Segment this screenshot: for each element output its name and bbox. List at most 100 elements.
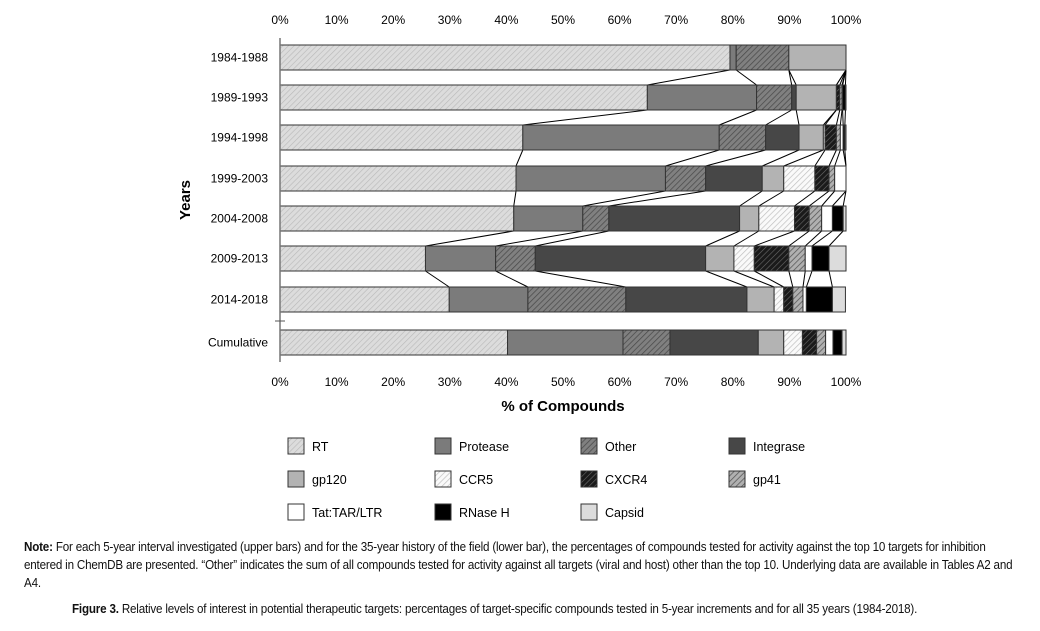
legend-swatch-rnase-h: [434, 503, 452, 521]
caption-text: Relative levels of interest in potential…: [118, 602, 918, 616]
connector-line: [811, 230, 833, 247]
connector-line: [828, 270, 833, 288]
connector-line: [762, 149, 800, 167]
connector-line: [733, 270, 775, 288]
connector-line: [844, 109, 846, 126]
connector-line: [425, 230, 514, 247]
x-tick-label-top: 80%: [721, 13, 745, 27]
category-label: 1989-1993: [211, 91, 269, 105]
legend-label-ccr5: CCR5: [459, 473, 493, 487]
x-tick-label-bottom: 20%: [381, 375, 405, 389]
bar-segment-capsid: [828, 245, 847, 272]
bar-segment-capsid: [842, 205, 847, 232]
category-label: 1994-1998: [211, 131, 269, 145]
x-tick-label-bottom: 40%: [494, 375, 518, 389]
x-tick-label-top: 10%: [325, 13, 349, 27]
bar-segment-integrase: [791, 84, 797, 111]
x-tick-label-bottom: 100%: [831, 375, 862, 389]
bar-segment-protease: [513, 205, 584, 232]
connector-line: [844, 149, 847, 167]
connector-line: [733, 230, 760, 247]
bar-segment-gp41: [788, 245, 806, 272]
category-label: 1999-2003: [211, 172, 269, 186]
connector-line: [608, 190, 706, 207]
bar-segment-cxcr4: [783, 286, 794, 313]
connector-line: [705, 149, 766, 167]
bar-segment-ccr5: [733, 245, 755, 272]
x-tick-label-bottom: 80%: [721, 375, 745, 389]
bar-segment-gp120: [798, 124, 824, 151]
bar-segment-integrase: [765, 124, 800, 151]
bar-segment-cxcr4: [753, 245, 790, 272]
bar-segment-rt: [279, 44, 731, 71]
x-tick-label-bottom: 10%: [325, 375, 349, 389]
bar-segment-rt: [279, 286, 450, 313]
bar-segment-gp41: [828, 165, 836, 192]
x-tick-label-bottom: 30%: [438, 375, 462, 389]
legend-label-other: Other: [605, 440, 636, 454]
axes: 1984-1988 1989-1993 1994-1998 1999-2003 2004…: [208, 13, 862, 389]
x-tick-label-top: 50%: [551, 13, 575, 27]
connector-line: [821, 190, 836, 207]
bar-segment-rt: [279, 329, 509, 356]
connector-line: [535, 230, 609, 247]
bar-segment-gp41: [792, 286, 804, 313]
connector-line: [754, 270, 784, 288]
bar-segment-protease: [515, 165, 666, 192]
bar-segment-cxcr4: [793, 205, 810, 232]
bar-segment-rt: [279, 205, 515, 232]
x-tick-label-top: 30%: [438, 13, 462, 27]
connector-line: [814, 149, 826, 167]
bar-segment-ccr5: [783, 329, 803, 356]
y-axis-title: Years: [177, 180, 194, 220]
legend-label-tat-tar-ltr: Tat:TAR/LTR: [312, 506, 382, 520]
connector-line: [765, 109, 792, 126]
bar-segment-capsid: [831, 286, 846, 313]
legend-label-cxcr4: CXCR4: [605, 473, 647, 487]
category-label: 2004-2008: [211, 212, 269, 226]
x-tick-label-top: 100%: [831, 13, 862, 27]
connector-line: [835, 69, 847, 86]
bar-segment-ccr5: [783, 165, 816, 192]
legend-label-rt: RT: [312, 440, 329, 454]
connector-line: [835, 109, 841, 126]
bar-segment-rnase-h: [805, 286, 833, 313]
bar-segment-capsid: [841, 329, 847, 356]
connector-line: [705, 230, 740, 247]
bar-segment-other: [664, 165, 707, 192]
connector-line: [495, 230, 583, 247]
note-label: Note:: [24, 540, 53, 554]
bar-segment-rt: [279, 165, 517, 192]
connector-line: [788, 69, 797, 86]
bar-segment-integrase: [625, 286, 748, 313]
legend-swatch-cxcr4: [580, 470, 598, 488]
connector-line: [754, 230, 795, 247]
connector-line: [735, 69, 757, 86]
connector-line: [842, 109, 844, 126]
legend-label-gp41: gp41: [753, 473, 781, 487]
connector-line: [828, 149, 837, 167]
bar-segment-tat-tar-ltr: [804, 245, 813, 272]
bar-segment-cxcr4: [824, 124, 837, 151]
figure-caption: Figure 3. Relative levels of interest in…: [72, 602, 917, 616]
connector-line: [739, 190, 763, 207]
bar-segment-rnase-h: [811, 245, 830, 272]
connector-lines: [425, 69, 847, 288]
connector-line: [513, 190, 517, 207]
legend-swatch-gp120: [287, 470, 305, 488]
connector-line: [425, 270, 450, 288]
category-label: 2009-2013: [211, 252, 269, 266]
bar-segment-gp41: [808, 205, 823, 232]
legend-label-rnase-h: RNase H: [459, 506, 510, 520]
connector-line: [665, 149, 720, 167]
bar-segment-protease: [729, 44, 737, 71]
bar-segment-integrase: [608, 205, 741, 232]
bar-segment-gp120: [705, 245, 735, 272]
legend-swatch-ccr5: [434, 470, 452, 488]
bar-segment-cxcr4: [801, 329, 818, 356]
bar-segment-gp120: [757, 329, 785, 356]
bar-segment-protease: [424, 245, 497, 272]
connector-line: [805, 270, 813, 288]
bar-segment-other: [735, 44, 790, 71]
connector-line: [788, 270, 794, 288]
